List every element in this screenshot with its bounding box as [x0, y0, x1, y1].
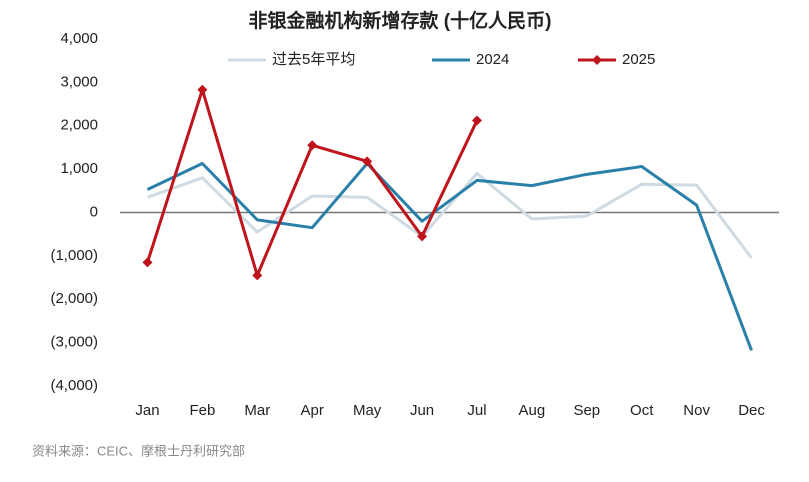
y-tick-label: (4,000) — [50, 377, 98, 394]
x-tick-label: Mar — [244, 402, 270, 419]
y-tick-label: 4,000 — [60, 30, 98, 47]
x-tick-label: Aug — [519, 402, 546, 419]
legend-label: 过去5年平均 — [272, 51, 355, 68]
y-tick-label: 1,000 — [60, 160, 98, 177]
legend-label: 2024 — [476, 51, 509, 68]
x-tick-label: Feb — [189, 402, 215, 419]
x-tick-label: Oct — [630, 402, 654, 419]
point-marker — [417, 231, 428, 242]
x-tick-label: Jul — [467, 402, 486, 419]
x-tick-label: May — [353, 402, 382, 419]
chart-title: 非银金融机构新增存款 (十亿人民币) — [249, 9, 552, 32]
y-tick-label: (2,000) — [50, 290, 98, 307]
y-tick-label: (3,000) — [50, 334, 98, 351]
x-tick-label: Jan — [135, 402, 159, 419]
point-marker — [307, 140, 318, 151]
x-tick-label: Jun — [410, 402, 434, 419]
y-tick-label: 2,000 — [60, 117, 98, 134]
x-tick-label: Sep — [573, 402, 600, 419]
y-tick-label: 0 — [90, 203, 98, 220]
x-tick-label: Apr — [301, 402, 324, 419]
point-marker — [471, 115, 482, 126]
y-tick-label: 3,000 — [60, 73, 98, 90]
legend-marker — [592, 55, 602, 65]
point-marker — [142, 257, 153, 268]
source-note: 资料来源：CEIC、摩根士丹利研究部 — [32, 443, 245, 458]
series-line — [146, 88, 479, 277]
series-line — [146, 161, 753, 351]
y-tick-label: (1,000) — [50, 247, 98, 264]
point-marker — [252, 270, 263, 281]
point-marker — [362, 156, 373, 167]
x-tick-label: Dec — [738, 402, 765, 419]
x-tick-label: Nov — [683, 402, 710, 419]
series-line — [146, 171, 753, 259]
legend-label: 2025 — [622, 51, 655, 68]
point-marker — [197, 84, 208, 95]
